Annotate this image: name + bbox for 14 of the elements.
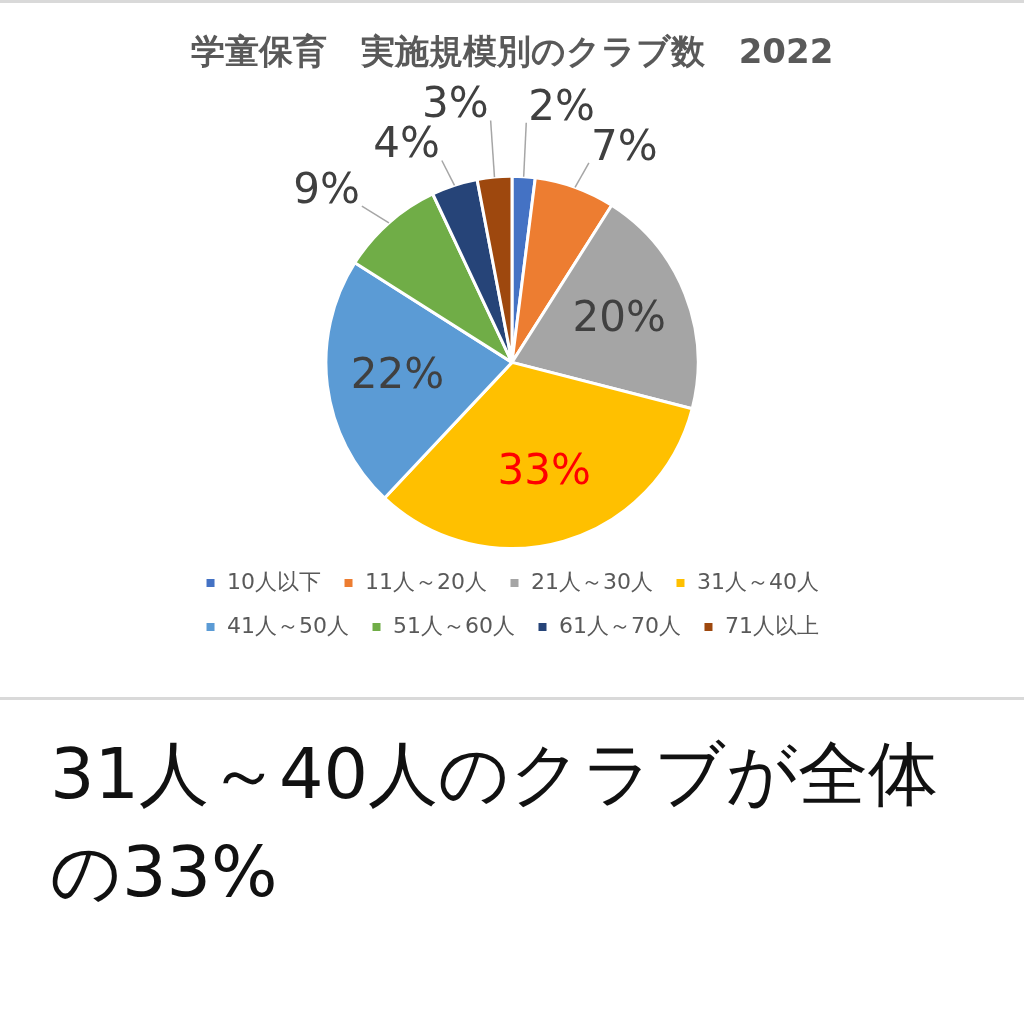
data-label: 9%	[293, 164, 360, 213]
legend-label: 41人～50人	[227, 612, 350, 638]
legend-label: 31人～40人	[696, 568, 819, 594]
legend-label: 61人～70人	[559, 612, 681, 638]
legend-label: 10人以下	[227, 568, 322, 594]
legend-label: 21人～30人	[531, 568, 653, 594]
data-label: 33%	[497, 445, 591, 495]
legend-label: 71人以上	[724, 612, 819, 638]
data-label: 20%	[572, 291, 666, 341]
chart-title: 学童保育 実施規模別のクラブ数 2022	[190, 31, 834, 72]
legend-label: 11人～20人	[365, 568, 488, 594]
data-label: 22%	[350, 348, 445, 398]
legend-label: 51人～60人	[393, 612, 516, 638]
text: 31人～40人のクラブが全体の33%	[50, 732, 940, 915]
